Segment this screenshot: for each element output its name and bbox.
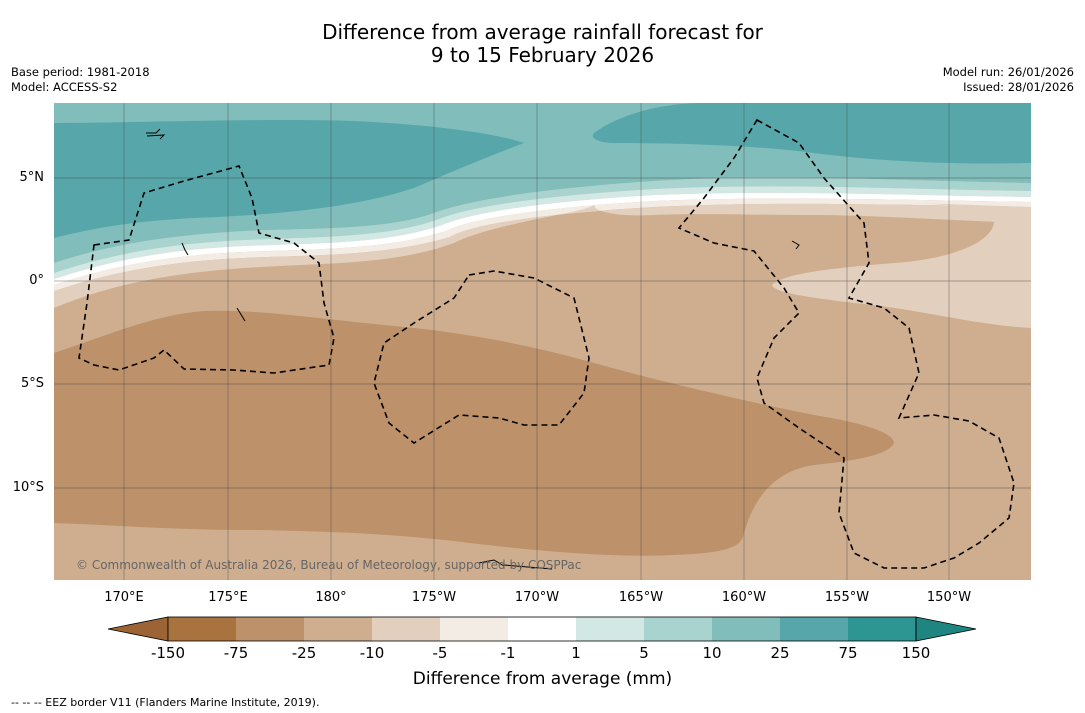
colorbar-swatch xyxy=(644,617,712,641)
lon-label-170W: 170°W xyxy=(514,590,560,605)
legend-tick: 10 xyxy=(702,644,722,662)
legend-tick: 75 xyxy=(838,644,858,662)
lon-label-170E: 170°E xyxy=(104,590,144,605)
lon-label-150W: 150°W xyxy=(926,590,972,605)
eez-borders xyxy=(78,118,1015,569)
copyright-notice: © Commonwealth of Australia 2026, Bureau… xyxy=(76,558,582,572)
lon-label-175E: 175°E xyxy=(208,590,248,605)
colorbar-extend-high xyxy=(915,616,977,642)
eez-border-phoenix xyxy=(373,270,590,444)
title-line-1: Difference from average rainfall forecas… xyxy=(322,20,763,44)
lat-label-0: 0° xyxy=(29,273,44,288)
colorbar-swatch xyxy=(304,617,372,641)
island xyxy=(791,240,800,250)
colorbar-swatch xyxy=(168,617,236,641)
lon-label-160W: 160°W xyxy=(721,590,767,605)
lat-label-5N: 5°N xyxy=(19,170,45,185)
legend-tick: -150 xyxy=(150,644,186,662)
legend-tick: -25 xyxy=(291,644,317,662)
colorbar-outline xyxy=(167,616,917,642)
islands xyxy=(146,128,800,570)
legend-tick: -5 xyxy=(432,644,448,662)
colorbar-swatch xyxy=(848,617,916,641)
chart-title: Difference from average rainfall forecas… xyxy=(0,21,1085,67)
island xyxy=(146,128,161,134)
colorbar xyxy=(107,616,977,642)
legend-tick: -1 xyxy=(500,644,516,662)
colorbar-extend-low xyxy=(107,616,169,642)
legend-tick: -10 xyxy=(359,644,385,662)
legend-tick: -75 xyxy=(223,644,249,662)
legend-tick: 25 xyxy=(770,644,790,662)
lon-label-180: 180° xyxy=(315,590,347,605)
meta-left: Base period: 1981-2018 Model: ACCESS-S2 xyxy=(11,65,150,95)
island xyxy=(478,559,505,567)
wet-band-25-east xyxy=(592,103,1031,164)
meta-right: Model run: 26/01/2026 Issued: 28/01/2026 xyxy=(943,65,1074,95)
rainfall-map xyxy=(54,103,1031,580)
model-name: Model: ACCESS-S2 xyxy=(11,80,118,94)
gridlines xyxy=(54,103,1031,580)
colorbar-title: Difference from average (mm) xyxy=(412,669,673,689)
eez-legend-note: -- -- -- EEZ border V11 (Flanders Marine… xyxy=(11,696,320,709)
wet-band-25 xyxy=(54,120,524,238)
colorbar-swatch xyxy=(780,617,848,641)
lat-label-5S: 5°S xyxy=(20,376,44,391)
lon-label-175W: 175°W xyxy=(411,590,457,605)
colorbar-swatch xyxy=(576,617,644,641)
colorbar-swatch xyxy=(712,617,780,641)
island xyxy=(146,134,166,140)
colorbar-swatch xyxy=(372,617,440,641)
legend-tick: 5 xyxy=(639,644,649,662)
legend-tick: 150 xyxy=(901,644,931,662)
model-run-date: Model run: 26/01/2026 xyxy=(942,65,1074,79)
map-svg xyxy=(54,103,1031,580)
dry-band-10-east xyxy=(772,203,1031,328)
island xyxy=(236,307,246,322)
eez-border-kiribati-gilberts xyxy=(78,165,335,374)
legend-tick: 1 xyxy=(571,644,581,662)
lon-label-155W: 155°W xyxy=(824,590,870,605)
island xyxy=(181,242,189,256)
issued-date: Issued: 28/01/2026 xyxy=(963,80,1074,94)
lon-label-165W: 165°W xyxy=(618,590,664,605)
colorbar-swatch xyxy=(236,617,304,641)
title-line-2: 9 to 15 February 2026 xyxy=(430,43,655,67)
lat-label-10S: 10°S xyxy=(12,480,44,495)
dry-band-10-north xyxy=(54,203,1031,308)
colorbar-swatch xyxy=(508,617,576,641)
base-period: Base period: 1981-2018 xyxy=(11,65,150,79)
colorbar-swatch xyxy=(440,617,508,641)
wet-band-10-east2 xyxy=(54,177,1031,273)
island xyxy=(503,564,553,570)
